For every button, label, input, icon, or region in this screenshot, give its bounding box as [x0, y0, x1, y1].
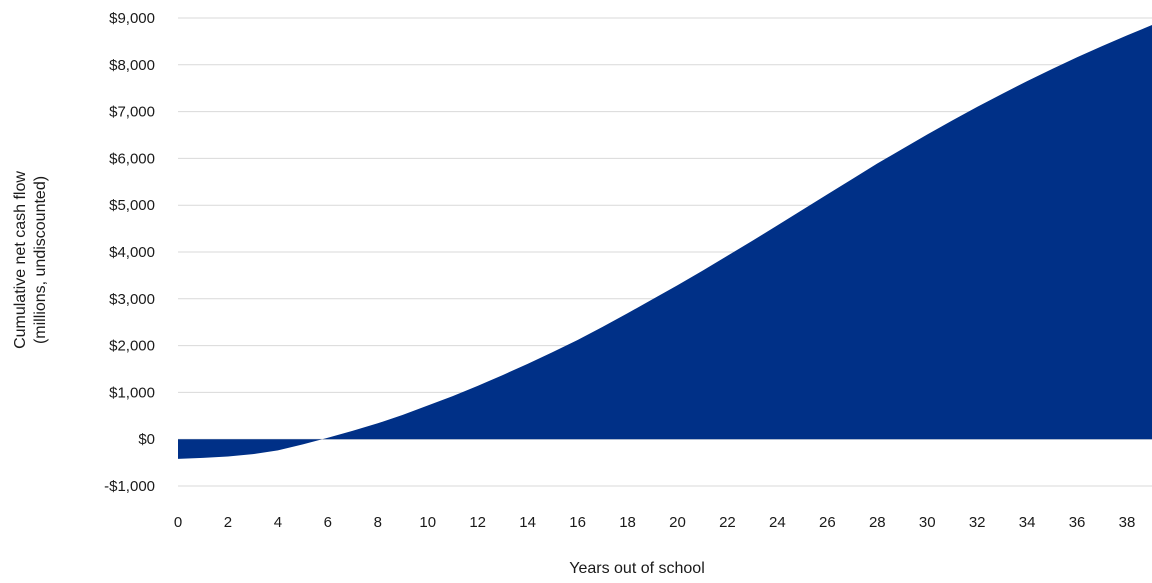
x-tick-label: 6: [324, 514, 332, 531]
y-tick-label: $1,000: [109, 384, 155, 401]
x-tick-label: 38: [1119, 514, 1136, 531]
y-tick-label: -$1,000: [104, 478, 155, 495]
y-tick-label: $8,000: [109, 57, 155, 74]
x-tick-label: 10: [419, 514, 436, 531]
y-tick-label: $5,000: [109, 197, 155, 214]
x-tick-label: 2: [224, 514, 232, 531]
x-tick-label: 18: [619, 514, 636, 531]
x-tick-label: 36: [1069, 514, 1086, 531]
y-axis-title-line-1: Cumulative net cash flow: [12, 171, 29, 349]
x-tick-label: 16: [569, 514, 586, 531]
area-series: [178, 25, 1152, 459]
y-tick-label: $4,000: [109, 244, 155, 261]
y-tick-label: $7,000: [109, 104, 155, 121]
x-tick-label: 34: [1019, 514, 1036, 531]
x-axis-title: Years out of school: [569, 560, 705, 577]
x-tick-label: 14: [519, 514, 536, 531]
x-tick-label: 4: [274, 514, 282, 531]
y-tick-label: $6,000: [109, 150, 155, 167]
y-axis-ticks: -$1,000 $0 $1,000 $2,000 $3,000 $4,000 $5,000 $…: [104, 10, 155, 495]
y-tick-label: $9,000: [109, 10, 155, 27]
x-tick-label: 12: [469, 514, 486, 531]
y-tick-label: $2,000: [109, 338, 155, 355]
y-axis-title-line-2: (millions, undiscounted): [32, 176, 49, 344]
x-tick-label: 28: [869, 514, 886, 531]
x-tick-label: 26: [819, 514, 836, 531]
area-fill: [178, 25, 1152, 459]
x-tick-label: 22: [719, 514, 736, 531]
x-tick-label: 8: [374, 514, 382, 531]
x-tick-label: 32: [969, 514, 986, 531]
x-tick-label: 20: [669, 514, 686, 531]
y-tick-label: $0: [138, 431, 155, 448]
y-tick-label: $3,000: [109, 291, 155, 308]
x-tick-label: 24: [769, 514, 786, 531]
x-tick-label: 30: [919, 514, 936, 531]
x-axis-ticks: 0 2 4 6 8 10 12 14 16 18 20 22 24 26 28 30 32 34 36 38: [174, 514, 1136, 531]
x-tick-label: 0: [174, 514, 182, 531]
